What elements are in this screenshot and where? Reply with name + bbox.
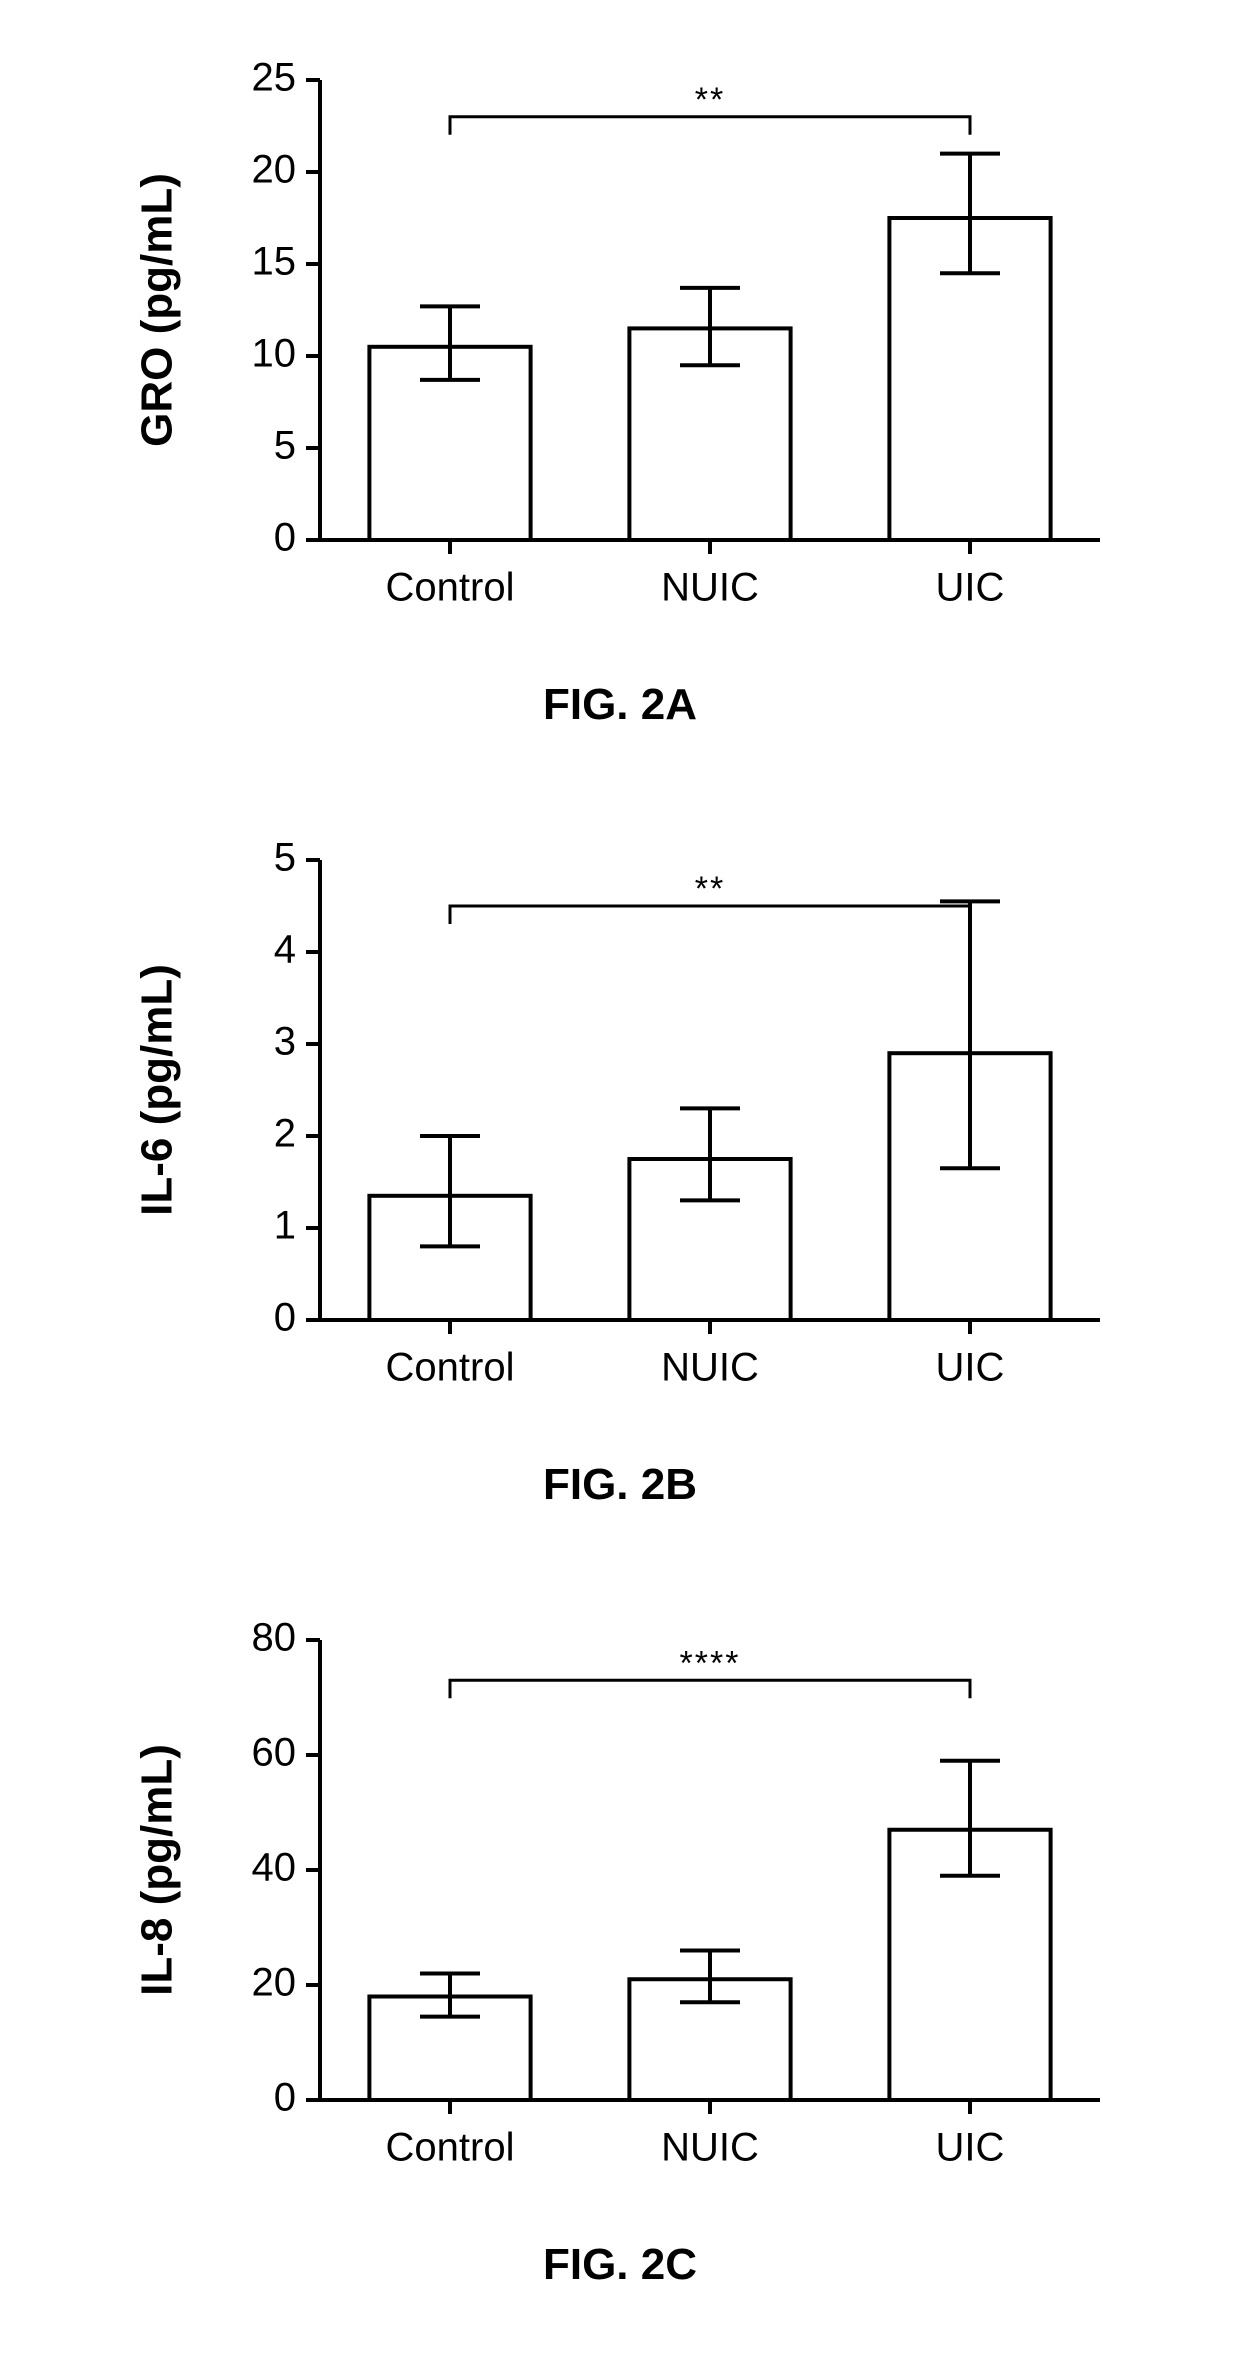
- caption-fig2b: FIG. 2B: [100, 1460, 1140, 1510]
- svg-text:****: ****: [680, 1644, 741, 1682]
- svg-text:60: 60: [252, 1731, 297, 1775]
- svg-text:UIC: UIC: [936, 2126, 1005, 2170]
- panel-fig2b: 0 1 2 3 4 5 Control NUIC UIC IL-6 (pg/mL) ** FIG. …: [100, 820, 1140, 1560]
- panel-fig2a: 0 5 10 15 20 25 Control NUIC UIC GRO (pg/mL) ** FI…: [100, 40, 1140, 780]
- svg-text:GRO (pg/mL): GRO (pg/mL): [133, 173, 182, 447]
- page: 0510152025ControlNUICUICGRO (pg/mL)** FI…: [0, 0, 1240, 2365]
- svg-text:20: 20: [252, 1961, 297, 2005]
- svg-text:Control: Control: [386, 1346, 515, 1390]
- svg-text:25: 25: [252, 56, 297, 100]
- svg-text:NUIC: NUIC: [661, 566, 759, 610]
- caption-fig2c: FIG. 2C: [100, 2240, 1140, 2290]
- svg-text:3: 3: [274, 1020, 296, 1064]
- svg-text:0: 0: [274, 516, 296, 560]
- svg-text:10: 10: [252, 332, 297, 376]
- svg-text:**: **: [695, 81, 725, 119]
- svg-text:5: 5: [274, 424, 296, 468]
- svg-text:2: 2: [274, 1112, 296, 1156]
- svg-text:NUIC: NUIC: [661, 2126, 759, 2170]
- svg-text:80: 80: [252, 1616, 297, 1660]
- svg-text:NUIC: NUIC: [661, 1346, 759, 1390]
- chart-svg-fig2c: 0 20 40 60 80 Control NUIC UIC IL-8 (pg/mL) ****: [100, 1600, 1140, 2220]
- svg-text:15: 15: [252, 240, 297, 284]
- caption-fig2a: FIG. 2A: [100, 680, 1140, 730]
- svg-text:IL-6 (pg/mL): IL-6 (pg/mL): [133, 964, 182, 1216]
- svg-text:0: 0: [274, 2076, 296, 2120]
- svg-text:4: 4: [274, 928, 296, 972]
- svg-text:UIC: UIC: [936, 1346, 1005, 1390]
- chart-svg-fig2b: 0 1 2 3 4 5 Control NUIC UIC IL-6 (pg/mL) **: [100, 820, 1140, 1440]
- svg-text:20: 20: [252, 148, 297, 192]
- svg-text:40: 40: [252, 1846, 297, 1890]
- svg-text:**: **: [695, 870, 725, 908]
- svg-text:Control: Control: [386, 2126, 515, 2170]
- chart-svg-fig2a: 0 5 10 15 20 25 Control NUIC UIC GRO (pg/mL) **: [100, 40, 1140, 660]
- svg-text:UIC: UIC: [936, 566, 1005, 610]
- svg-text:5: 5: [274, 836, 296, 880]
- svg-text:0: 0: [274, 1296, 296, 1340]
- svg-text:Control: Control: [386, 566, 515, 610]
- svg-text:1: 1: [274, 1204, 296, 1248]
- svg-text:IL-8 (pg/mL): IL-8 (pg/mL): [133, 1744, 182, 1996]
- panel-fig2c: 020406080ControlNUICUICIL-8 (pg/mL)**** …: [100, 1600, 1140, 2340]
